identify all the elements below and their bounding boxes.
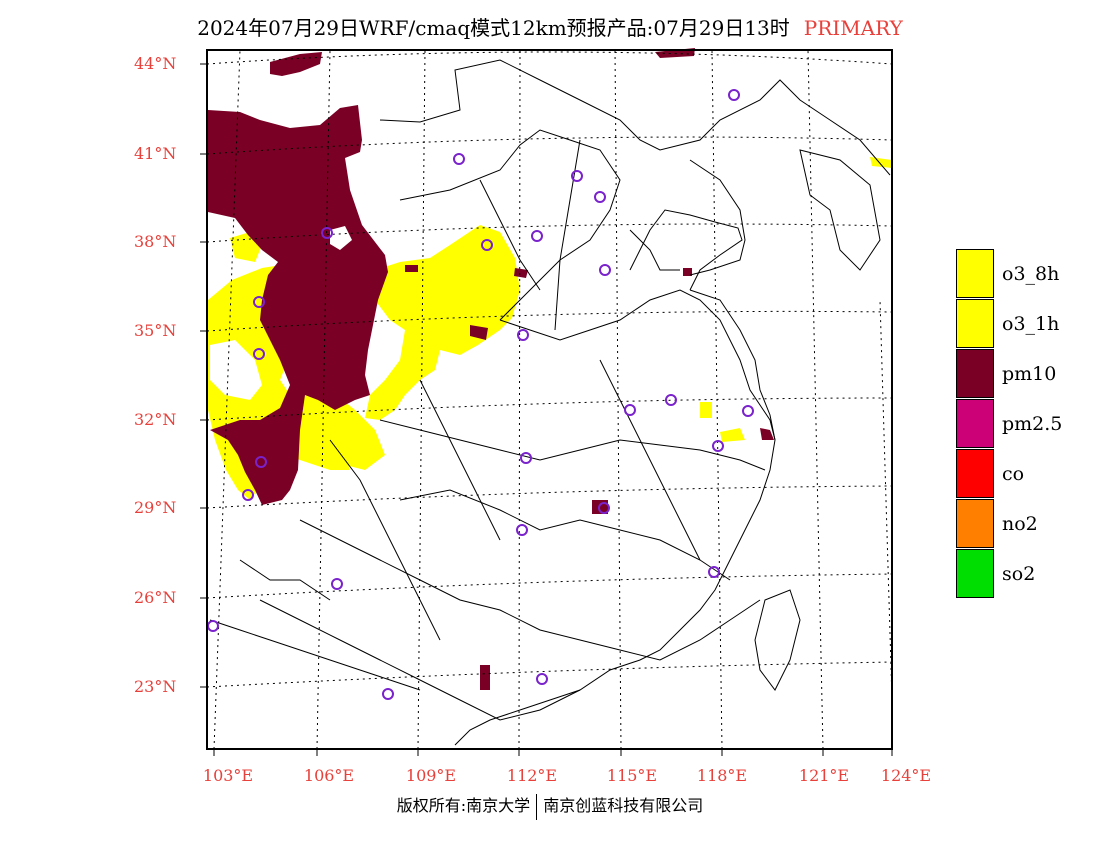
station-marker <box>242 489 254 501</box>
legend-label: o3_8h <box>1002 263 1060 285</box>
legend-label: so2 <box>1002 563 1036 585</box>
station-marker <box>253 296 265 308</box>
legend-label: o3_1h <box>1002 313 1060 335</box>
legend-label: pm2.5 <box>1002 413 1063 435</box>
lon-label: 115°E <box>606 766 658 785</box>
lat-label: 23°N <box>134 677 177 696</box>
title-text: 2024年07月29日WRF/cmaq模式12km预报产品:07月29日13时 <box>197 16 790 40</box>
lat-label: 41°N <box>134 144 177 163</box>
lon-label: 106°E <box>303 766 355 785</box>
clear-area <box>210 226 352 400</box>
copyright-left: 版权所有:南京大学 <box>396 796 531 815</box>
lon-label: 118°E <box>696 766 748 785</box>
station-marker <box>728 89 740 101</box>
station-marker <box>321 227 333 239</box>
station-marker <box>624 404 636 416</box>
lat-label: 32°N <box>134 410 177 429</box>
primary-tag: PRIMARY <box>803 16 903 40</box>
map-frame <box>206 49 893 750</box>
footer-separator <box>536 793 538 820</box>
station-marker <box>599 264 611 276</box>
station-marker <box>598 502 610 514</box>
lon-gridlines <box>213 49 893 750</box>
lat-label: 38°N <box>134 232 177 251</box>
province-boundaries <box>209 59 891 721</box>
station-marker <box>453 153 465 165</box>
lon-label: 103°E <box>202 766 254 785</box>
lon-label: 121°E <box>798 766 850 785</box>
lon-label: 124°E <box>880 766 932 785</box>
station-marker <box>531 230 543 242</box>
station-marker <box>594 191 606 203</box>
lat-label: 44°N <box>134 54 177 73</box>
legend-swatch <box>956 249 994 298</box>
legend-swatch <box>956 349 994 398</box>
legend-label: no2 <box>1002 513 1038 535</box>
legend-swatch <box>956 449 994 498</box>
lat-label: 35°N <box>134 321 177 340</box>
lat-label: 29°N <box>134 498 177 517</box>
station-marker <box>255 456 267 468</box>
lon-label: 112°E <box>506 766 558 785</box>
station-marker <box>571 170 583 182</box>
station-marker <box>207 620 219 632</box>
station-marker <box>665 394 677 406</box>
station-marker <box>536 673 548 685</box>
legend-swatch <box>956 399 994 448</box>
station-marker <box>520 452 532 464</box>
tick-marks <box>200 63 893 756</box>
legend-swatch <box>956 549 994 598</box>
station-marker <box>712 440 724 452</box>
lon-label: 109°E <box>405 766 457 785</box>
map-title: 2024年07月29日WRF/cmaq模式12km预报产品:07月29日13时 P… <box>0 12 1100 41</box>
coastline <box>454 209 776 746</box>
station-marker <box>382 688 394 700</box>
legend-swatch <box>956 499 994 548</box>
legend-label: co <box>1002 463 1025 485</box>
station-marker <box>516 524 528 536</box>
station-marker <box>481 239 493 251</box>
station-markers <box>207 89 754 700</box>
lat-label: 26°N <box>134 588 177 607</box>
lat-gridlines <box>206 51 893 688</box>
legend-swatch <box>956 299 994 348</box>
station-marker <box>517 329 529 341</box>
station-marker <box>253 348 265 360</box>
copyright-right: 南京创蓝科技有限公司 <box>543 796 704 815</box>
station-marker <box>708 566 720 578</box>
pm10-region <box>208 48 774 690</box>
station-marker <box>331 578 343 590</box>
station-marker <box>742 405 754 417</box>
copyright-footer: 版权所有:南京大学 南京创蓝科技有限公司 <box>0 792 1100 820</box>
legend-label: pm10 <box>1002 363 1057 385</box>
